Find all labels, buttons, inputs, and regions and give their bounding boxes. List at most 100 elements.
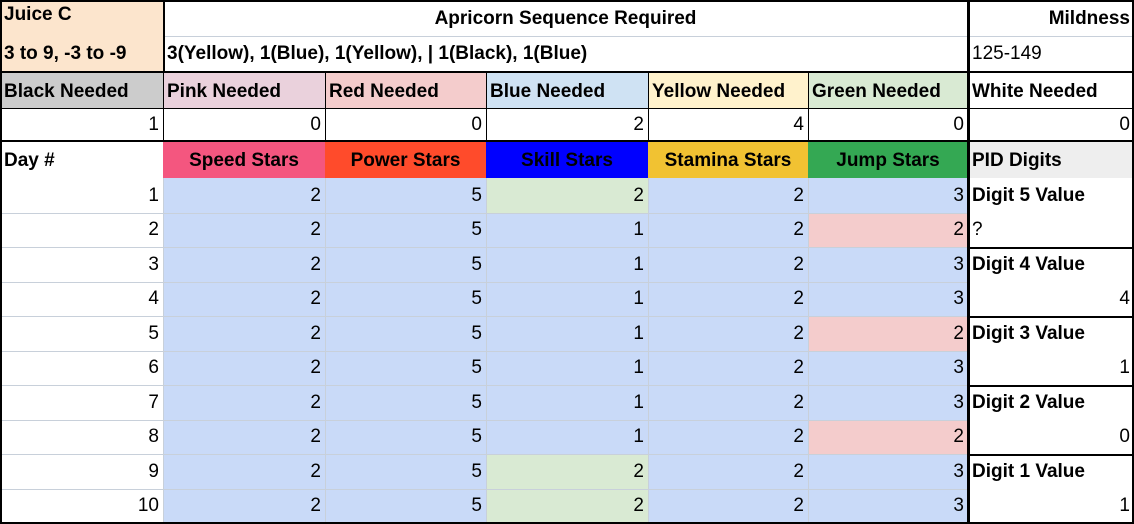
juice-name-cell[interactable]: Juice C — [0, 0, 163, 36]
needed-label-black[interactable]: Black Needed — [0, 73, 163, 109]
star-value-cell[interactable]: 2 — [648, 385, 808, 420]
needed-label-green[interactable]: Green Needed — [808, 73, 968, 109]
star-value-cell[interactable]: 5 — [325, 454, 486, 489]
star-value-cell[interactable]: 2 — [486, 488, 648, 523]
pid-digit-value[interactable]: 1 — [1119, 357, 1130, 379]
star-value-cell[interactable]: 5 — [325, 178, 486, 213]
pid-digit-label[interactable]: Digit 4 Value — [972, 253, 1085, 275]
star-value-cell[interactable]: 1 — [486, 316, 648, 351]
star-value-cell[interactable]: 3 — [808, 385, 968, 420]
pid-digit-label[interactable]: Digit 2 Value — [972, 391, 1085, 413]
star-value-cell[interactable]: 2 — [648, 350, 808, 385]
star-value-cell[interactable]: 2 — [163, 281, 325, 316]
star-value-cell[interactable]: 1 — [486, 385, 648, 420]
day-number-cell[interactable]: 3 — [148, 253, 159, 275]
mildness-value-cell[interactable]: 125-149 — [972, 43, 1042, 64]
star-value-cell[interactable]: 2 — [648, 178, 808, 213]
day-number-cell[interactable]: 5 — [148, 322, 159, 344]
needed-value-white[interactable]: 0 — [1119, 114, 1130, 135]
needed-value-blue[interactable]: 2 — [633, 114, 644, 135]
pid-digit-label[interactable]: Digit 3 Value — [972, 322, 1085, 344]
star-value-cell[interactable]: 5 — [325, 350, 486, 385]
star-value-cell[interactable]: 2 — [163, 316, 325, 351]
stars-header-skill[interactable]: Skill Stars — [486, 142, 648, 178]
star-value-cell[interactable]: 2 — [163, 247, 325, 282]
needed-label-blue[interactable]: Blue Needed — [486, 73, 648, 109]
pid-digit-label[interactable]: Digit 1 Value — [972, 460, 1085, 482]
pid-digit-label[interactable]: Digit 5 Value — [972, 184, 1085, 206]
star-value-cell[interactable]: 5 — [325, 281, 486, 316]
border-line — [968, 247, 1134, 249]
star-value-cell[interactable]: 3 — [808, 454, 968, 489]
day-number-cell[interactable]: 1 — [148, 184, 159, 206]
grid-line — [808, 178, 809, 523]
star-value-cell[interactable]: 2 — [648, 454, 808, 489]
needed-value-pink[interactable]: 0 — [310, 114, 321, 135]
star-value-cell[interactable]: 3 — [808, 350, 968, 385]
star-value-cell[interactable]: 3 — [808, 247, 968, 282]
day-number-cell[interactable]: 7 — [148, 391, 159, 413]
star-value-cell[interactable]: 2 — [163, 178, 325, 213]
star-value-cell[interactable]: 2 — [163, 454, 325, 489]
needed-value-yellow[interactable]: 4 — [793, 114, 804, 135]
stars-header-speed[interactable]: Speed Stars — [163, 142, 325, 178]
needed-label-red[interactable]: Red Needed — [325, 73, 486, 109]
needed-label-pink[interactable]: Pink Needed — [163, 73, 325, 109]
pid-digits-header[interactable]: PID Digits — [968, 142, 1134, 178]
pid-digit-value[interactable]: 1 — [1119, 495, 1130, 517]
star-value-cell[interactable]: 2 — [163, 212, 325, 247]
day-number-cell[interactable]: 10 — [137, 495, 159, 517]
juice-range-cell[interactable]: 3 to 9, -3 to -9 — [0, 36, 163, 71]
needed-value-red[interactable]: 0 — [471, 114, 482, 135]
star-value-cell[interactable]: 1 — [486, 212, 648, 247]
star-value-cell[interactable]: 2 — [163, 488, 325, 523]
star-value-cell[interactable]: 5 — [325, 488, 486, 523]
sequence-title-cell[interactable]: Apricorn Sequence Required — [434, 7, 697, 29]
day-header[interactable]: Day # — [4, 149, 55, 171]
needed-value-green[interactable]: 0 — [953, 114, 964, 135]
sequence-value-cell[interactable]: 3(Yellow), 1(Blue), 1(Yellow), | 1(Black… — [167, 43, 588, 64]
star-value-cell[interactable]: 3 — [808, 281, 968, 316]
needed-label-white[interactable]: White Needed — [968, 73, 1134, 109]
star-value-cell[interactable]: 2 — [648, 212, 808, 247]
border-line — [648, 73, 649, 140]
star-value-cell[interactable]: 5 — [325, 247, 486, 282]
pid-digit-value[interactable]: ? — [972, 219, 983, 241]
star-value-cell[interactable]: 5 — [325, 419, 486, 454]
day-number-cell[interactable]: 8 — [148, 426, 159, 448]
stars-header-power[interactable]: Power Stars — [325, 142, 486, 178]
day-number-cell[interactable]: 9 — [148, 460, 159, 482]
star-value-cell[interactable]: 3 — [808, 178, 968, 213]
star-value-cell[interactable]: 2 — [163, 419, 325, 454]
star-value-cell[interactable]: 2 — [648, 488, 808, 523]
star-value-cell[interactable]: 1 — [486, 281, 648, 316]
star-value-cell[interactable]: 1 — [486, 419, 648, 454]
star-value-cell[interactable]: 2 — [648, 281, 808, 316]
stars-header-jump[interactable]: Jump Stars — [808, 142, 968, 178]
day-number-cell[interactable]: 2 — [148, 219, 159, 241]
star-value-cell[interactable]: 5 — [325, 316, 486, 351]
star-value-cell[interactable]: 2 — [808, 316, 968, 351]
stars-header-stamina[interactable]: Stamina Stars — [648, 142, 808, 178]
star-value-cell[interactable]: 5 — [325, 385, 486, 420]
star-value-cell[interactable]: 5 — [325, 212, 486, 247]
star-value-cell[interactable]: 2 — [648, 419, 808, 454]
star-value-cell[interactable]: 2 — [808, 419, 968, 454]
needed-label-yellow[interactable]: Yellow Needed — [648, 73, 808, 109]
star-value-cell[interactable]: 3 — [808, 488, 968, 523]
pid-digit-value[interactable]: 4 — [1119, 288, 1130, 310]
day-number-cell[interactable]: 4 — [148, 288, 159, 310]
star-value-cell[interactable]: 2 — [648, 316, 808, 351]
star-value-cell[interactable]: 2 — [486, 178, 648, 213]
star-value-cell[interactable]: 2 — [648, 247, 808, 282]
star-value-cell[interactable]: 2 — [486, 454, 648, 489]
star-value-cell[interactable]: 2 — [163, 385, 325, 420]
star-value-cell[interactable]: 2 — [808, 212, 968, 247]
day-number-cell[interactable]: 6 — [148, 357, 159, 379]
needed-value-black[interactable]: 1 — [148, 114, 159, 135]
star-value-cell[interactable]: 1 — [486, 350, 648, 385]
star-value-cell[interactable]: 2 — [163, 350, 325, 385]
mildness-title-cell[interactable]: Mildness — [1048, 7, 1130, 29]
star-value-cell[interactable]: 1 — [486, 247, 648, 282]
pid-digit-value[interactable]: 0 — [1119, 426, 1130, 448]
